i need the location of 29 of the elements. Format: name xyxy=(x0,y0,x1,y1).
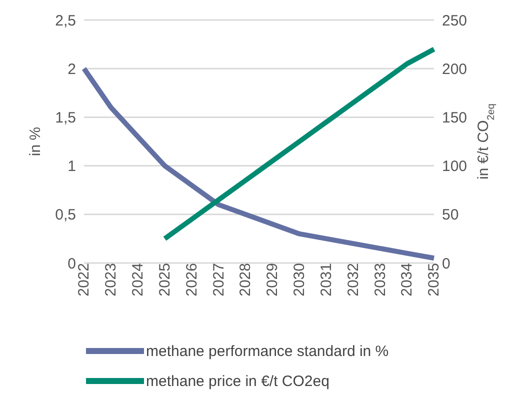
y2-tick-label: 100 xyxy=(442,158,468,176)
y2-tick-label: 150 xyxy=(442,110,468,127)
x-tick-label: 2029 xyxy=(264,263,282,296)
x-tick-label: 2026 xyxy=(183,263,200,296)
x-tick-label: 2022 xyxy=(76,263,93,296)
x-tick-label: 2034 xyxy=(398,263,416,296)
y-axis-title: in % xyxy=(27,126,44,156)
y2-tick-label: 0 xyxy=(442,255,450,272)
y2-tick-label: 250 xyxy=(442,12,468,30)
x-tick-label: 2024 xyxy=(129,263,146,296)
y2-tick-label: 200 xyxy=(442,60,468,78)
x-tick-label: 2033 xyxy=(372,263,389,296)
y-tick-label: 2,5 xyxy=(55,12,76,30)
y-tick-label: 1,5 xyxy=(55,110,76,127)
x-tick-label: 2028 xyxy=(237,263,254,296)
x-tick-label: 2032 xyxy=(344,263,362,296)
y2-tick-label: 50 xyxy=(442,206,459,224)
legend-label: methane performance standard in % xyxy=(146,342,389,360)
x-tick-label: 2025 xyxy=(156,263,174,296)
y-tick-label: 0,5 xyxy=(55,206,76,224)
x-tick-label: 2030 xyxy=(291,263,308,296)
y-tick-label: 0 xyxy=(68,255,76,272)
x-tick-label: 2023 xyxy=(102,263,120,296)
x-tick-label: 2035 xyxy=(426,263,443,296)
x-tick-label: 2027 xyxy=(210,263,228,296)
x-tick-label: 2031 xyxy=(318,263,335,296)
y-tick-label: 2 xyxy=(68,60,76,78)
y-tick-label: 1 xyxy=(68,158,76,176)
legend-label: methane price in €/t CO2eq xyxy=(146,372,330,390)
